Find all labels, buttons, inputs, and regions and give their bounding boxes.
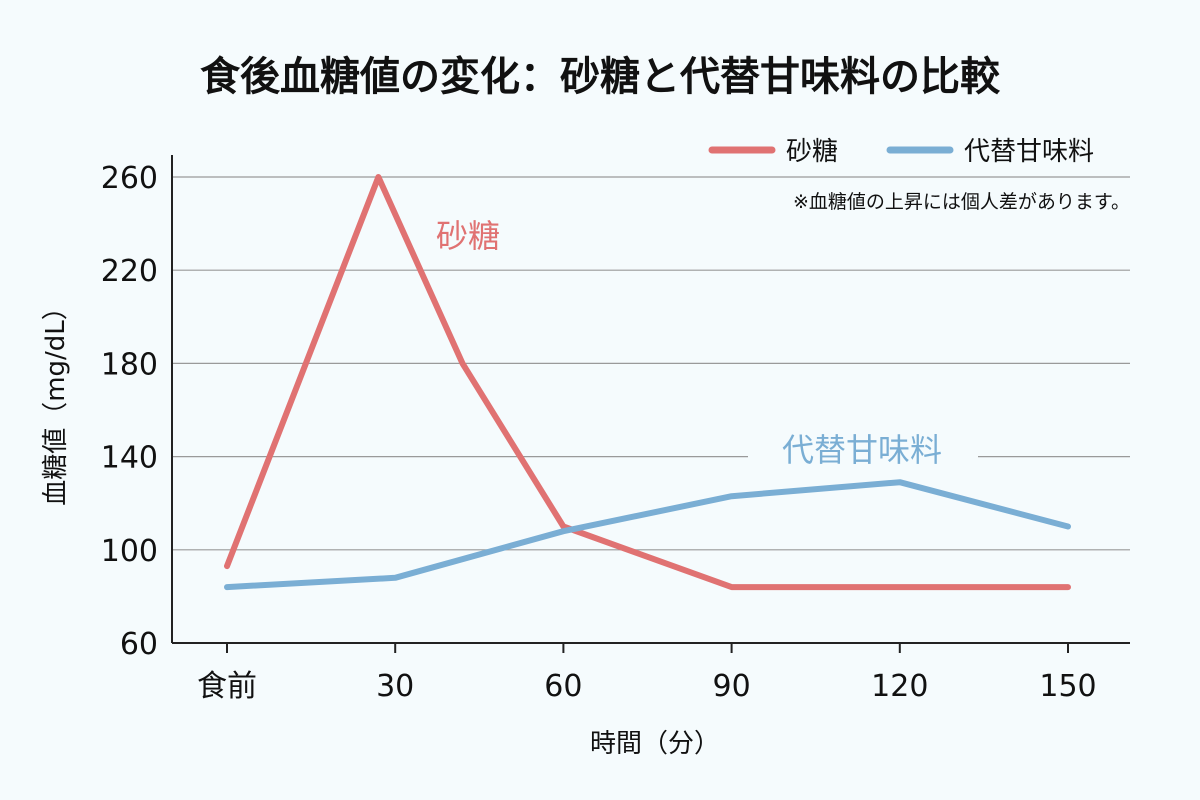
series-label-sugar: 砂糖 — [436, 217, 500, 255]
series-label-background — [748, 428, 978, 474]
x-tick-label: 90 — [713, 669, 751, 704]
y-tick-labels: 60 100 140 180 220 260 — [101, 161, 158, 662]
legend: 砂糖 代替甘味料 — [708, 137, 1094, 167]
y-tick-label: 60 — [120, 627, 158, 662]
legend-label-sugar: 砂糖 — [786, 137, 838, 167]
x-tick-labels: 食前 30 60 90 120 150 — [197, 669, 1097, 704]
chart-title: 食後血糖値の変化：砂糖と代替甘味料の比較 — [200, 54, 1001, 100]
y-tick-label: 260 — [101, 161, 158, 196]
series-line-1 — [224, 479, 1071, 591]
series-label-sweetener: 代替甘味料 — [782, 431, 942, 469]
axes — [171, 155, 1130, 653]
x-tick-label: 150 — [1039, 669, 1096, 704]
series-line-0 — [224, 174, 1071, 591]
y-axis-label: 血糖値（mg/dL） — [41, 294, 71, 506]
legend-label-sweetener: 代替甘味料 — [964, 137, 1094, 167]
series-lines — [224, 174, 1071, 591]
y-tick-label: 100 — [101, 534, 158, 569]
y-tick-label: 220 — [101, 254, 158, 289]
x-tick-label: 60 — [544, 669, 582, 704]
x-tick-label: 食前 — [197, 669, 257, 704]
grid-lines — [172, 176, 1130, 551]
y-tick-label: 180 — [101, 347, 158, 382]
x-tick-label: 30 — [376, 669, 414, 704]
x-tick-label: 120 — [871, 669, 928, 704]
x-axis-label: 時間（分） — [590, 729, 720, 759]
chart-note: ※血糖値の上昇には個人差があります。 — [793, 191, 1130, 213]
y-tick-label: 140 — [101, 441, 158, 476]
